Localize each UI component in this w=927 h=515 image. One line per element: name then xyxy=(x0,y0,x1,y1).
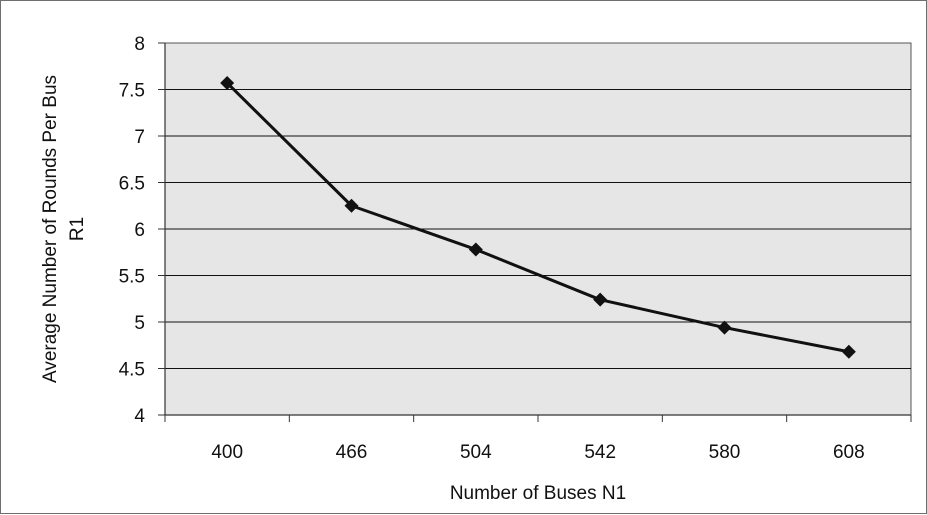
y-tick-label: 6.5 xyxy=(119,174,145,195)
x-tick-label: 400 xyxy=(211,442,243,463)
y-tick-label: 6 xyxy=(134,220,145,241)
series-markers xyxy=(220,75,856,359)
x-tick-label: 580 xyxy=(709,442,741,463)
y-tick-label: 5 xyxy=(134,313,145,334)
y-tick-label: 4 xyxy=(134,406,145,427)
y-tick-label: 7 xyxy=(134,127,145,148)
axes xyxy=(158,42,912,422)
series-polyline xyxy=(226,81,850,354)
data-point-marker xyxy=(220,75,235,90)
y-axis-title-line1: Average Number of Rounds Per Bus xyxy=(40,75,61,383)
y-tick-label: 8 xyxy=(134,34,145,55)
y-tick-labels: 4 4.5 5 5.5 6 6.5 7 7.5 8 xyxy=(119,34,146,427)
gridlines xyxy=(165,89,911,369)
y-tick-label: 4.5 xyxy=(119,360,145,381)
y-axis-title-line2: R1 xyxy=(67,217,88,241)
x-tick-label: 504 xyxy=(460,442,492,463)
series-line xyxy=(226,81,850,354)
data-point-marker xyxy=(593,292,608,307)
data-point-marker xyxy=(344,198,359,213)
x-tick-label: 608 xyxy=(833,442,865,463)
data-point-marker xyxy=(717,320,732,335)
x-tick-label: 466 xyxy=(336,442,368,463)
x-axis-title: Number of Buses N1 xyxy=(450,483,626,504)
y-tick-label: 5.5 xyxy=(119,267,145,288)
data-point-marker xyxy=(841,344,856,359)
x-tick-labels: 400 466 504 542 580 608 xyxy=(211,442,864,463)
x-tick-label: 542 xyxy=(584,442,616,463)
data-point-marker xyxy=(468,242,483,257)
y-tick-label: 7.5 xyxy=(119,81,145,102)
